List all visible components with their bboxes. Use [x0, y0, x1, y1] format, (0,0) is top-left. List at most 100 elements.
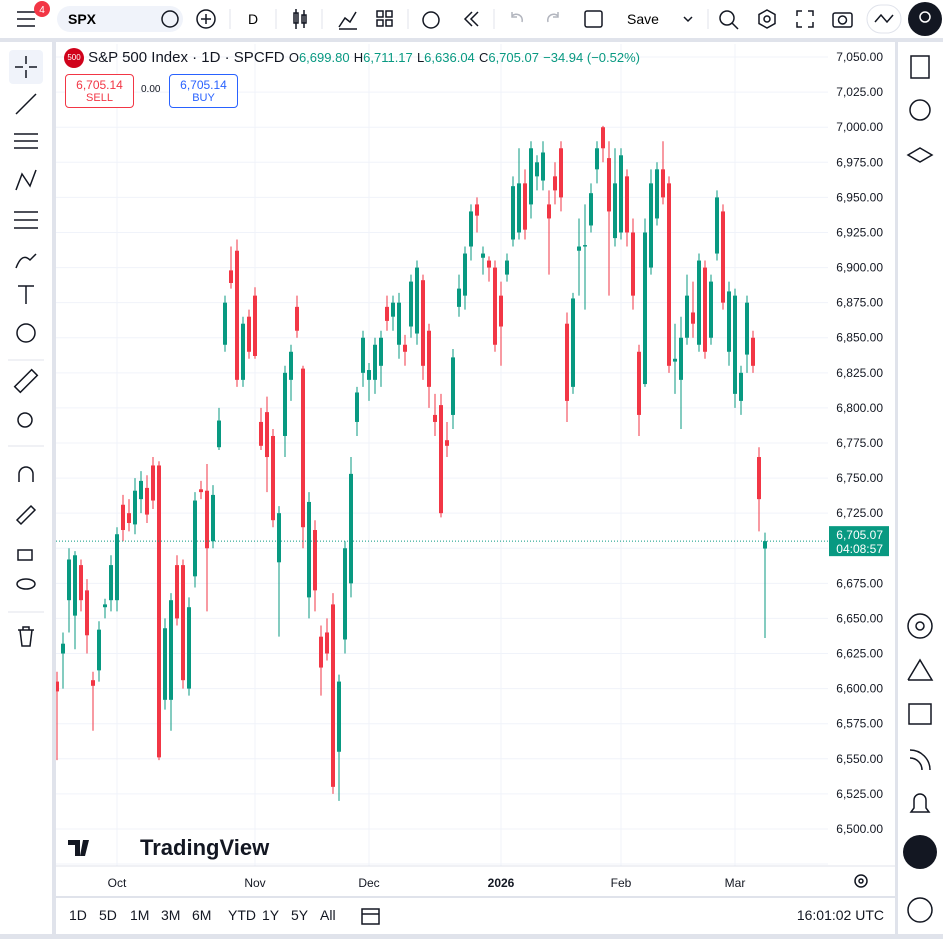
candle-body: [193, 500, 197, 577]
candle-body: [727, 291, 731, 352]
screenshot-icon[interactable]: [832, 12, 853, 28]
range-button[interactable]: 5Y: [291, 907, 309, 923]
news[interactable]: [909, 749, 931, 772]
save-button[interactable]: Save: [627, 11, 659, 27]
candle-body: [415, 267, 419, 334]
candle-body: [217, 420, 221, 448]
candle-body: [151, 465, 155, 501]
calendar[interactable]: [908, 703, 932, 725]
y-tick-label: 7,050.00: [836, 50, 883, 64]
symbol[interactable]: SPX: [68, 11, 97, 27]
candle-body: [145, 487, 149, 515]
candle-body: [115, 534, 119, 601]
candle-body: [295, 306, 299, 331]
candle-body: [91, 680, 95, 686]
apps[interactable]: [903, 835, 937, 869]
axis-settings[interactable]: [854, 874, 868, 888]
range-button[interactable]: 5D: [99, 907, 117, 923]
sell-price: 6,705.14: [76, 78, 123, 92]
crosshair-active[interactable]: [9, 50, 43, 84]
range-button[interactable]: YTD: [228, 907, 256, 923]
y-tick-label: 6,525.00: [836, 787, 883, 801]
goto-date[interactable]: [360, 905, 382, 927]
open-key: O: [288, 49, 299, 65]
y-tick-label: 6,550.00: [836, 752, 883, 766]
watchlist[interactable]: [910, 55, 930, 79]
menu-icon[interactable]: [17, 11, 35, 27]
forecast-tool[interactable]: [14, 211, 38, 229]
emoji-tool[interactable]: [16, 323, 36, 343]
candle-body: [487, 260, 491, 268]
add-symbol[interactable]: [161, 10, 179, 28]
compare[interactable]: [196, 9, 216, 29]
layers[interactable]: [906, 147, 934, 163]
candle-body: [565, 323, 569, 401]
range-button[interactable]: 3M: [161, 907, 181, 923]
notifications[interactable]: [909, 793, 931, 813]
ideas[interactable]: [907, 658, 934, 681]
sell-button[interactable]: 6,705.14 SELL: [65, 74, 134, 108]
toolbar-icons: 4 SPX D Save: [17, 1, 942, 36]
candle-body: [271, 435, 275, 521]
layout-icon[interactable]: [584, 10, 603, 28]
candle-body: [631, 232, 635, 296]
candles-icon[interactable]: [293, 9, 307, 29]
search-icon[interactable]: [719, 10, 735, 26]
magnet-tool[interactable]: [18, 466, 34, 482]
settings-icon[interactable]: [758, 9, 776, 29]
clock: 16:01:02 UTC: [796, 907, 884, 923]
brush-tool[interactable]: [15, 253, 37, 269]
candle-body: [163, 628, 167, 700]
buy-button[interactable]: 6,705.14 BUY: [169, 74, 238, 108]
candle-body: [259, 421, 263, 446]
high-key: H: [353, 49, 364, 65]
patterns-tool[interactable]: [15, 169, 37, 191]
delete-tool[interactable]: [18, 626, 34, 647]
layouts-icon[interactable]: [376, 10, 393, 27]
high-value: 6,711.17: [363, 49, 413, 65]
candle-body: [655, 169, 659, 219]
symbol-search[interactable]: [57, 6, 183, 32]
lock-drawing[interactable]: [15, 504, 37, 526]
profile[interactable]: [908, 2, 942, 36]
fib-tool[interactable]: [14, 133, 38, 149]
zoom-tool[interactable]: [17, 412, 33, 428]
candle-body: [139, 480, 143, 500]
candle-body: [325, 632, 329, 654]
range-button[interactable]: All: [320, 907, 336, 923]
candle-body: [307, 501, 311, 598]
save-menu[interactable]: [683, 16, 693, 23]
sell-label: SELL: [86, 92, 113, 104]
candle-body: [241, 323, 245, 380]
candle-body: [703, 267, 707, 352]
ruler-tool[interactable]: [13, 368, 39, 394]
text-tool[interactable]: [18, 285, 34, 304]
fullscreen-icon[interactable]: [796, 10, 814, 28]
candle-body: [757, 457, 761, 500]
candle-body: [121, 504, 125, 531]
help[interactable]: [907, 897, 933, 923]
replay-icon[interactable]: [463, 11, 479, 27]
candle-body: [685, 295, 689, 338]
trend-line[interactable]: [15, 93, 37, 115]
interval[interactable]: D: [248, 11, 258, 27]
y-tick-label: 6,625.00: [836, 647, 883, 661]
lock-all[interactable]: [17, 549, 33, 561]
hotlists[interactable]: [907, 613, 933, 639]
undo-icon[interactable]: [511, 12, 524, 23]
redo-icon[interactable]: [546, 12, 559, 23]
range-button[interactable]: 1M: [130, 907, 150, 923]
alerts[interactable]: [909, 99, 931, 121]
y-tick-label: 6,825.00: [836, 366, 883, 380]
crosshair[interactable]: [15, 56, 37, 78]
candle-body: [199, 489, 203, 493]
hide-tool[interactable]: [16, 578, 36, 590]
range-button[interactable]: 6M: [192, 907, 212, 923]
candle-body: [85, 590, 89, 636]
indicators-icon[interactable]: [338, 11, 357, 30]
candle-body: [733, 295, 737, 394]
range-button[interactable]: 1Y: [262, 907, 280, 923]
alert-icon[interactable]: [422, 11, 440, 29]
range-button[interactable]: 1D: [69, 907, 87, 923]
sidebar-icons: [903, 55, 937, 923]
